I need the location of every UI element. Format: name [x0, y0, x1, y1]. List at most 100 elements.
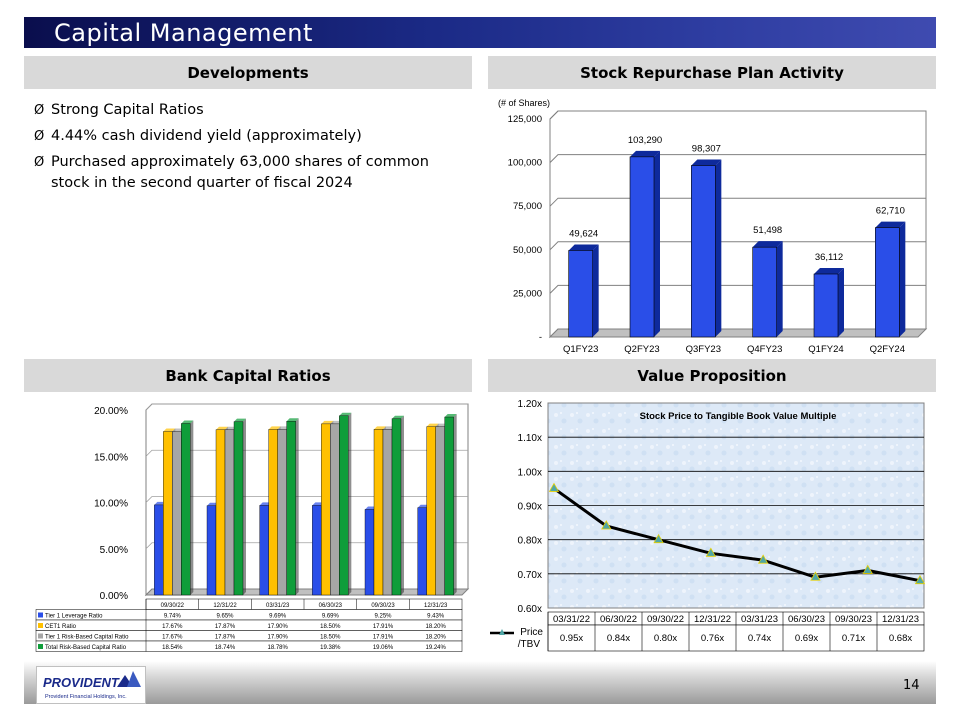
bar	[312, 505, 322, 596]
y-tick-label: 125,000	[508, 114, 542, 125]
data-label: 36,112	[815, 252, 843, 263]
gridline	[549, 110, 926, 120]
bar	[417, 507, 427, 596]
data-label: 103,290	[628, 135, 662, 146]
gridline	[549, 284, 926, 294]
y-tick-label: 0.80x	[518, 536, 542, 547]
bar	[163, 431, 173, 596]
legend-label: /TBV	[518, 639, 541, 650]
y-tick-label: 1.20x	[518, 399, 542, 410]
bar	[321, 423, 331, 596]
data-marker	[548, 482, 560, 492]
x-tick-label: Q2FY23	[624, 344, 659, 355]
table-cell: 18.54%	[162, 645, 183, 651]
bar-side	[401, 415, 404, 595]
value-proposition-header: Value Proposition	[488, 359, 936, 392]
bar	[752, 246, 777, 338]
bar-top	[181, 420, 194, 424]
x-tick-label: 06/30/23	[319, 603, 343, 609]
gridline	[549, 154, 926, 163]
bullet-item: Ø Strong Capital Ratios	[34, 100, 454, 121]
data-label: 98,307	[692, 144, 721, 155]
bar-top	[216, 426, 228, 430]
legend-label: Tier 1 Risk-Based Capital Ratio	[45, 635, 129, 641]
data-label: 51,498	[753, 225, 782, 236]
bar-top	[752, 241, 783, 248]
bar	[286, 421, 296, 596]
table-cell: 17.87%	[215, 624, 236, 630]
chart-title: Stock Price to Tangible Book Value Multi…	[640, 411, 837, 422]
bar-side	[838, 268, 844, 337]
gridline	[145, 496, 468, 503]
data-marker	[914, 574, 926, 585]
bar-top	[286, 418, 299, 422]
data-marker	[601, 520, 612, 530]
table-cell: 17.87%	[215, 635, 236, 641]
table-cell: 0.84x	[607, 633, 630, 644]
x-tick-label: 12/31/23	[424, 603, 448, 609]
table-cell: 0.76x	[701, 633, 724, 644]
x-tick-label: Q3FY23	[686, 344, 721, 355]
x-tick-label: 12/31/22	[213, 603, 237, 609]
table-cell: 0.69x	[795, 633, 818, 644]
bar	[330, 423, 340, 596]
y-tick-label: 20.00%	[94, 406, 128, 417]
legend-swatch	[38, 633, 43, 639]
data-label: 49,624	[569, 228, 598, 239]
bar-side	[190, 420, 194, 595]
bar	[426, 426, 436, 596]
bar	[259, 505, 269, 596]
bar-top	[339, 412, 352, 416]
table-cell: 0.95x	[560, 633, 583, 644]
x-tick-label: Q1FY23	[563, 344, 598, 355]
bar	[172, 431, 182, 596]
table-cell: 9.69%	[269, 614, 287, 620]
bar-side	[715, 159, 722, 337]
legend-label: CET1 Ratio	[45, 624, 77, 630]
page-number: 14	[903, 678, 920, 693]
table-cell: 18.74%	[215, 645, 236, 651]
bar-side	[295, 418, 299, 595]
x-tick-label: 09/30/22	[161, 603, 185, 609]
x-tick-label: 06/30/23	[788, 614, 825, 625]
x-tick-label: 06/30/22	[600, 614, 637, 625]
bar	[444, 416, 454, 596]
gridline	[145, 542, 468, 550]
legend-label: Total Risk-Based Capital Ratio	[45, 645, 127, 651]
bar	[215, 429, 226, 596]
page-title: Capital Management	[54, 19, 313, 47]
bar	[382, 429, 393, 596]
bar-side	[348, 412, 352, 595]
bar	[691, 165, 716, 338]
developments-header: Developments	[24, 56, 472, 89]
data-marker	[757, 554, 769, 564]
x-tick-label: 12/31/22	[694, 614, 731, 625]
chart-wall	[549, 110, 927, 339]
data-marker	[705, 547, 717, 557]
bar	[813, 273, 839, 338]
gridline	[145, 449, 468, 457]
table-cell: 9.43%	[427, 614, 445, 620]
table-cell: 19.24%	[425, 645, 446, 651]
table-cell: 19.06%	[373, 645, 394, 651]
table-cell: 17.91%	[373, 624, 394, 630]
bar	[181, 423, 191, 596]
bullet-text: Purchased approximately 63,000 shares of…	[51, 154, 429, 191]
bullet-text: 4.44% cash dividend yield (approximately…	[51, 128, 362, 144]
table-cell: 17.91%	[373, 635, 394, 641]
bar-top	[268, 426, 281, 430]
bullet-text: Strong Capital Ratios	[51, 102, 204, 118]
bar-side	[592, 244, 599, 337]
bar-side	[899, 221, 906, 337]
table-cell: 9.25%	[374, 614, 392, 620]
y-tick-label: 25,000	[513, 288, 542, 299]
y-tick-label: 100,000	[508, 158, 542, 169]
legend-label: Price	[520, 627, 543, 638]
data-marker	[653, 533, 664, 544]
y-axis-label: (# of Shares)	[498, 98, 550, 108]
table-cell: 0.74x	[748, 633, 771, 644]
bar-top	[392, 415, 404, 419]
capital-ratios-chart: 0.00% 5.00% 10.00% 15.00% 20.00% 09/30/22 12/3…	[35, 403, 470, 652]
y-tick-label: 0.70x	[518, 570, 542, 581]
bar-side	[453, 414, 457, 595]
